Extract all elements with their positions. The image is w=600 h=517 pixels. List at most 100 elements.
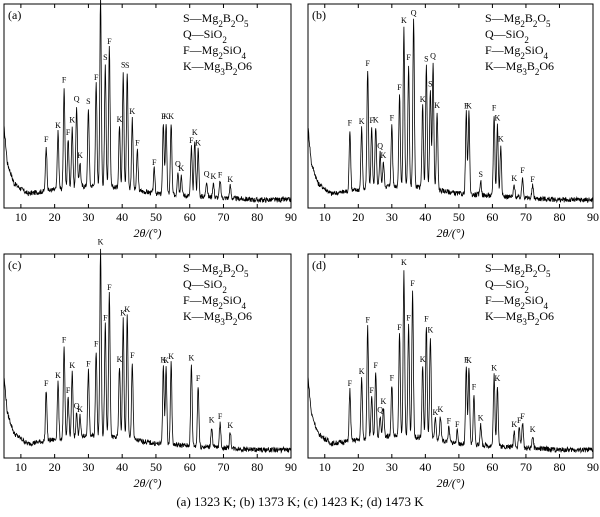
peak-label-F: F	[62, 336, 67, 345]
x-tick-label: 60	[184, 210, 196, 224]
peak-label-F: F	[369, 116, 374, 125]
x-tick-label: 70	[217, 460, 229, 474]
x-tick-label: 40	[116, 210, 128, 224]
peak-label-F: F	[103, 313, 108, 322]
peak-label-K: K	[466, 356, 472, 365]
x-tick-label: 60	[486, 210, 498, 224]
plot-frame	[3, 3, 292, 209]
peak-label-K: K	[69, 361, 75, 370]
peak-label-K: K	[495, 374, 501, 383]
peak-label-F: F	[107, 37, 112, 46]
x-tick-label: 50	[453, 210, 465, 224]
peak-label-K: K	[491, 363, 497, 372]
x-tick-label: 20	[352, 460, 364, 474]
peak-label-F: F	[464, 102, 469, 111]
x-tick-label: 50	[150, 460, 162, 474]
x-tick-label: 50	[150, 210, 162, 224]
peak-label-K: K	[160, 356, 166, 365]
x-tick-label: 70	[520, 210, 532, 224]
peak-label-K: K	[466, 102, 472, 111]
panel-label: (a)	[8, 8, 21, 22]
peak-label-K: K	[189, 353, 195, 362]
peak-label-K: K	[195, 138, 201, 147]
peak-label-Q: Q	[175, 160, 181, 169]
x-axis-label: 2θ/(°)	[436, 476, 464, 490]
legend-entry-K: K—Mg3B2O6	[485, 309, 554, 327]
peak-label-S: S	[478, 170, 482, 179]
peak-label-Q: Q	[377, 406, 383, 415]
peak-label-K: K	[168, 352, 174, 361]
peak-label-K: K	[420, 355, 426, 364]
x-tick-label: 60	[184, 460, 196, 474]
peak-label-K: K	[77, 151, 83, 160]
peak-label-F: F	[530, 175, 535, 184]
x-tick-label: 30	[82, 460, 94, 474]
peak-label-F: F	[369, 386, 374, 395]
peak-label-S: S	[121, 61, 125, 70]
x-axis-label: 2θ/(°)	[133, 226, 161, 240]
legend-entry-Q: Q—SiO2	[485, 27, 529, 45]
diffraction-pattern-line	[307, 270, 594, 454]
peak-label-F: F	[472, 383, 477, 392]
peak-label-K: K	[511, 174, 517, 183]
peak-label-F: F	[517, 416, 522, 425]
peak-label-K: K	[98, 238, 104, 247]
plot-frame	[307, 3, 594, 209]
x-tick-label: 20	[49, 210, 61, 224]
peak-label-Q: Q	[74, 402, 80, 411]
peak-label-F: F	[86, 359, 91, 368]
diffraction-pattern-line	[3, 0, 292, 204]
peak-label-F: F	[406, 53, 411, 62]
x-tick-label: 10	[319, 210, 331, 224]
peak-label-F: F	[406, 313, 411, 322]
x-tick-label: 40	[419, 210, 431, 224]
x-tick-label: 10	[319, 460, 331, 474]
peak-label-F: F	[390, 113, 395, 122]
figure-caption: (a) 1323 K; (b) 1373 K; (c) 1423 K; (d) …	[176, 494, 424, 509]
plot-frame	[307, 253, 594, 459]
peak-label-Q: Q	[411, 9, 417, 18]
legend-entry-F: F—Mg2SiO4	[485, 43, 549, 61]
legend-entry-F: F—Mg2SiO4	[485, 293, 549, 311]
peak-label-F: F	[374, 361, 379, 370]
peak-label-K: K	[192, 128, 198, 137]
legend-entry-F: F—Mg2SiO4	[183, 293, 247, 311]
peak-label-F: F	[130, 351, 135, 360]
peak-label-F: F	[66, 386, 71, 395]
peak-label-K: K	[427, 326, 433, 335]
x-tick-label: 70	[520, 460, 532, 474]
peak-label-K: K	[124, 305, 130, 314]
peak-label-K: K	[117, 115, 123, 124]
peak-label-K: K	[381, 397, 387, 406]
peak-label-K: K	[433, 408, 439, 417]
peak-label-F: F	[94, 73, 99, 82]
peak-label-K: K	[373, 115, 379, 124]
peak-label-K: K	[511, 420, 517, 429]
peak-label-F: F	[218, 170, 223, 179]
peak-label-S: S	[103, 53, 107, 62]
x-tick-label: 10	[15, 460, 27, 474]
peak-label-F: F	[455, 420, 460, 429]
peak-label-Q: Q	[377, 141, 383, 150]
diffraction-pattern-line	[307, 18, 594, 204]
peak-label-K: K	[401, 258, 407, 267]
peak-label-K: K	[530, 425, 536, 434]
peak-label-S: S	[86, 97, 90, 106]
peak-label-Q: Q	[430, 52, 436, 61]
panel-label: (b)	[312, 8, 326, 22]
peak-label-K: K	[434, 101, 440, 110]
peak-label-K: K	[209, 416, 215, 425]
peak-label-F: F	[424, 315, 429, 324]
peak-label-F: F	[66, 128, 71, 137]
x-tick-label: 80	[251, 210, 263, 224]
legend-entry-F: F—Mg2SiO4	[183, 43, 247, 61]
peak-label-S: S	[428, 80, 432, 89]
peak-label-K: K	[163, 112, 169, 121]
peak-label-K: K	[163, 356, 169, 365]
peak-label-F: F	[520, 166, 525, 175]
peak-label-F: F	[447, 417, 452, 426]
plot-frame	[3, 253, 292, 459]
legend-entry-Q: Q—SiO2	[485, 277, 529, 295]
